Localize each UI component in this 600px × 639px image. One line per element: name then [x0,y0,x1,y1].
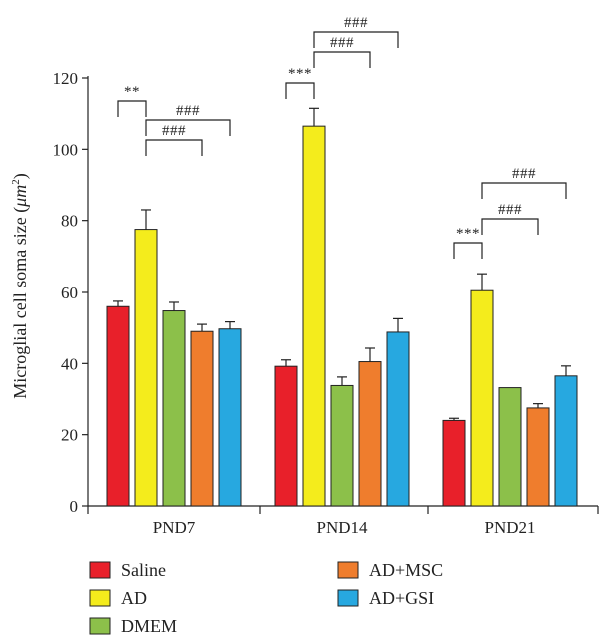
significance-label: ### [176,103,200,119]
significance-label: ** [124,84,140,100]
significance-label: *** [288,66,312,82]
significance-bracket [481,218,539,235]
legend-swatch [337,589,359,607]
y-tick-label: 40 [61,354,78,373]
significance-label: ### [330,35,354,51]
x-category-label: PND21 [484,518,535,537]
legend-swatch [89,561,111,579]
significance-bracket [145,119,231,136]
y-tick-label: 120 [53,69,79,88]
significance-bracket [313,51,371,68]
bar-ad-msc [190,330,214,507]
bar-saline [274,365,298,507]
significance-label: ### [344,15,368,31]
bar-ad [302,125,326,507]
y-axis-title-unit: μm [10,185,30,208]
bar-ad-gsi [218,328,242,507]
bar-ad-msc [526,407,550,507]
bar-ad [134,229,158,507]
legend-label: AD+MSC [369,560,443,580]
legend-swatch [337,561,359,579]
y-axis-title-text: Microglial cell soma size ( [10,207,31,399]
legend-swatch [89,589,111,607]
legend-label: DMEM [121,616,177,636]
x-category-label: PND7 [153,518,196,537]
y-tick-label: 60 [61,283,78,302]
significance-label: ### [498,202,522,218]
bar-ad-gsi [386,331,410,507]
significance-bracket [145,139,203,156]
bar-dmem [330,384,354,507]
significance-label: ### [162,123,186,139]
significance-label: *** [456,226,480,242]
significance-bracket [313,31,399,48]
bar-ad [470,289,494,507]
y-axis-title-exponent: 2 [10,179,22,185]
bar-ad-gsi [554,375,578,507]
y-tick-label: 100 [53,140,79,159]
y-axis-title-close: ) [10,173,31,179]
bar-dmem [498,387,522,507]
bar-saline [442,419,466,507]
significance-bracket [453,242,483,259]
legend: Saline AD DMEM AD+MSC AD+GSI [89,560,443,636]
y-tick-label: 0 [70,497,79,516]
significance-label: ### [512,166,536,182]
legend-label: AD [121,588,147,608]
y-axis-title: Microglial cell soma size (μm2) [10,173,31,398]
legend-label: Saline [121,560,166,580]
bar-saline [106,305,130,507]
significance-bracket [285,82,315,99]
y-tick-label: 20 [61,426,78,445]
legend-label: AD+GSI [369,588,434,608]
significance-bracket [117,100,147,117]
x-category-label: PND14 [316,518,368,537]
significance-bracket [481,182,567,199]
bars [106,107,578,507]
significance-brackets: ** ### ### *** ### ### *** ### ### [117,15,567,259]
y-tick-label: 80 [61,212,78,231]
bar-dmem [162,310,186,507]
bar-ad-msc [358,361,382,507]
legend-swatch [89,617,111,635]
